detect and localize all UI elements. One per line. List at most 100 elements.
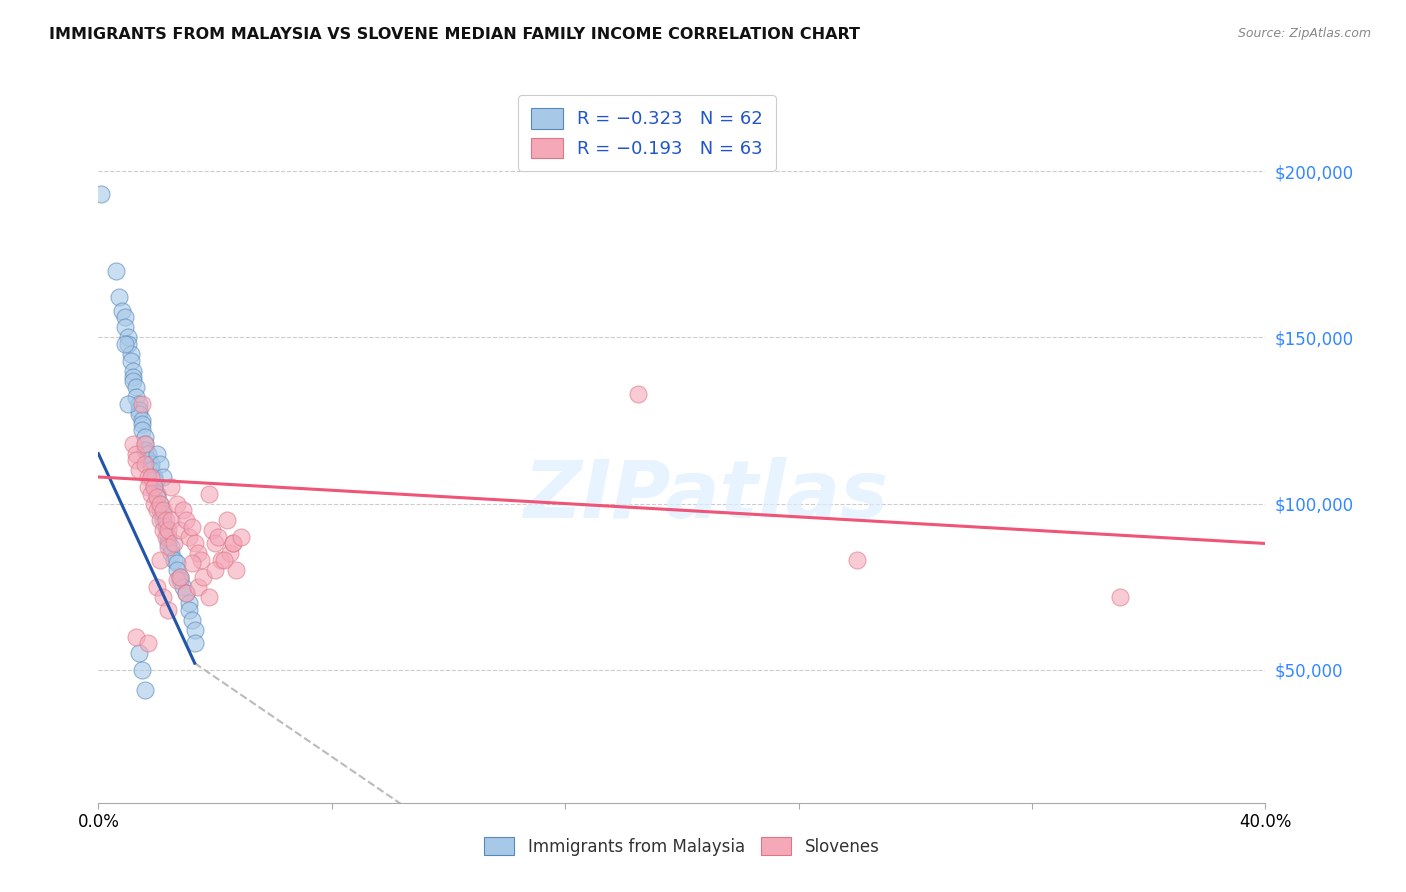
Point (172, 580, 194, 594)
Point (136, 636, 159, 650)
Point (120, 347, 142, 361)
Point (152, 513, 174, 527)
Point (172, 503, 194, 517)
Point (139, 470, 162, 484)
Point (218, 546, 240, 560)
Point (142, 497, 165, 511)
Point (131, 424, 153, 438)
Point (152, 503, 174, 517)
Point (160, 540, 183, 554)
Point (225, 563, 247, 577)
Point (198, 486, 221, 500)
Point (114, 337, 136, 351)
Point (180, 557, 202, 571)
Point (149, 513, 172, 527)
Point (160, 480, 183, 494)
Legend: Immigrants from Malaysia, Slovenes: Immigrants from Malaysia, Slovenes (475, 830, 889, 864)
Point (134, 436, 156, 450)
Point (134, 457, 156, 471)
Point (139, 457, 162, 471)
Point (169, 523, 191, 537)
Point (142, 480, 165, 494)
Point (221, 536, 243, 550)
Point (136, 453, 159, 467)
Point (183, 536, 205, 550)
Point (207, 530, 229, 544)
Point (136, 447, 159, 461)
Point (183, 623, 205, 637)
Point (120, 353, 142, 368)
Point (169, 570, 191, 584)
Point (146, 490, 169, 504)
Point (149, 503, 172, 517)
Point (169, 573, 191, 587)
Point (146, 490, 169, 504)
Point (125, 380, 148, 394)
Point (122, 436, 145, 450)
Point (166, 563, 188, 577)
Point (128, 407, 150, 421)
Point (215, 513, 238, 527)
Point (1108, 590, 1130, 604)
Point (846, 553, 869, 567)
Point (142, 473, 165, 487)
Point (204, 536, 226, 550)
Point (152, 507, 174, 521)
Point (187, 546, 209, 560)
Point (128, 646, 150, 660)
Point (131, 417, 153, 431)
Text: Source: ZipAtlas.com: Source: ZipAtlas.com (1237, 27, 1371, 40)
Point (139, 463, 162, 477)
Point (169, 570, 191, 584)
Point (122, 370, 145, 384)
Text: IMMIGRANTS FROM MALAYSIA VS SLOVENE MEDIAN FAMILY INCOME CORRELATION CHART: IMMIGRANTS FROM MALAYSIA VS SLOVENE MEDI… (49, 27, 860, 42)
Point (136, 480, 159, 494)
Point (104, 264, 127, 278)
Point (117, 337, 139, 351)
Point (134, 436, 156, 450)
Point (128, 403, 150, 417)
Point (146, 503, 169, 517)
Point (155, 520, 177, 534)
Point (193, 570, 215, 584)
Point (152, 523, 174, 537)
Point (180, 613, 202, 627)
Point (131, 413, 153, 427)
Text: ZIPatlas: ZIPatlas (523, 457, 887, 534)
Point (128, 397, 150, 411)
Point (149, 553, 172, 567)
Point (134, 430, 156, 444)
Point (157, 540, 180, 554)
Point (146, 580, 169, 594)
Point (131, 663, 153, 677)
Point (142, 470, 165, 484)
Point (90, 187, 112, 202)
Point (198, 590, 221, 604)
Point (114, 320, 136, 334)
Point (122, 363, 145, 377)
Point (134, 443, 156, 458)
Point (627, 387, 650, 401)
Point (209, 553, 232, 567)
Point (114, 310, 136, 325)
Point (157, 603, 180, 617)
Point (212, 553, 235, 567)
Point (122, 374, 145, 388)
Point (157, 530, 180, 544)
Point (166, 557, 188, 571)
Point (177, 603, 200, 617)
Point (221, 536, 243, 550)
Point (139, 486, 162, 500)
Point (204, 563, 226, 577)
Point (152, 590, 174, 604)
Point (117, 330, 139, 344)
Point (149, 497, 172, 511)
Point (155, 530, 177, 544)
Point (174, 586, 197, 600)
Point (166, 497, 188, 511)
Point (111, 303, 134, 318)
Point (177, 596, 200, 610)
Point (131, 397, 153, 411)
Point (190, 553, 212, 567)
Point (160, 546, 183, 560)
